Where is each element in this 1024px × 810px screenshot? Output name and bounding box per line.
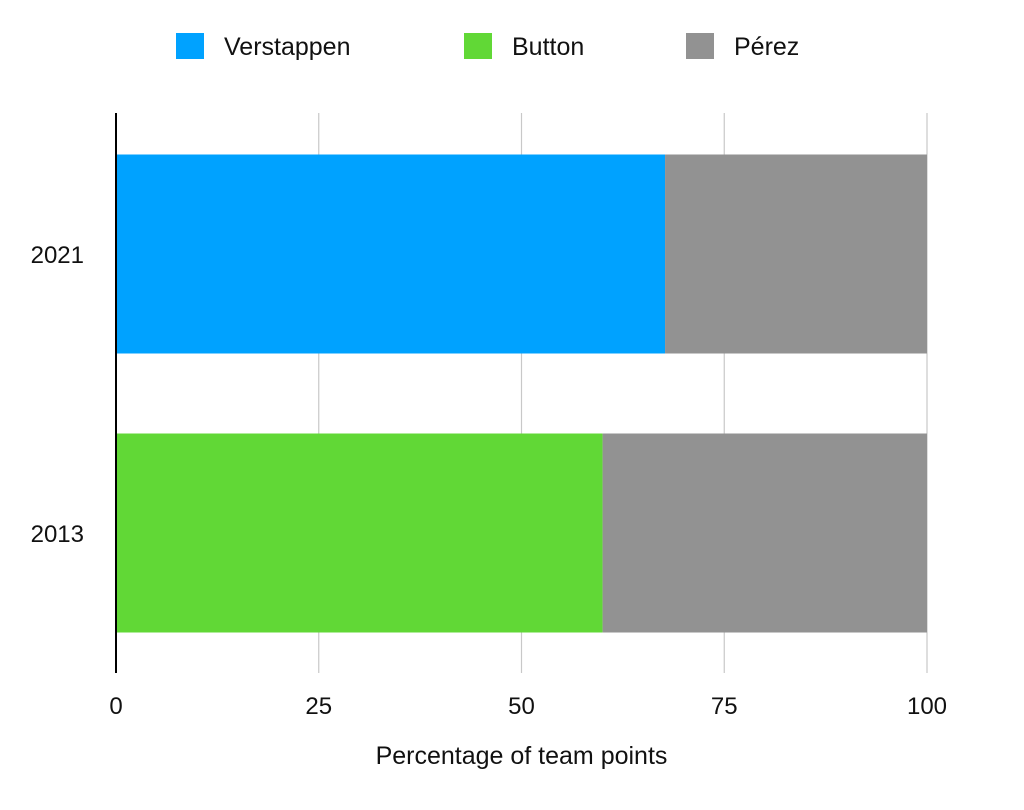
x-axis-title: Percentage of team points [376, 742, 668, 770]
x-tick-label-50: 50 [508, 693, 535, 720]
x-tick-label-75: 75 [711, 693, 738, 720]
x-tick-labels: 0 25 50 75 100 [109, 693, 947, 720]
bar-2013-button [116, 433, 603, 633]
legend-label-p-rez: Pérez [734, 33, 799, 61]
legend-label-verstappen: Verstappen [224, 33, 351, 61]
bar-2013-p-rez [602, 433, 927, 633]
legend-item-verstappen: Verstappen [176, 33, 351, 61]
x-tick-label-25: 25 [305, 693, 332, 720]
x-tick-label-0: 0 [109, 693, 122, 720]
legend: Verstappen Button Pérez [176, 33, 799, 61]
legend-label-button: Button [512, 33, 584, 61]
bar-2021-p-rez [665, 154, 927, 354]
legend-swatch-button [464, 33, 492, 59]
legend-swatch-p-rez [686, 33, 714, 59]
bars [116, 154, 927, 633]
bar-2021-verstappen [116, 154, 666, 354]
x-tick-label-100: 100 [907, 693, 947, 720]
category-labels: 2021 2013 [31, 242, 84, 548]
legend-item-p-rez: Pérez [686, 33, 799, 61]
legend-swatch-verstappen [176, 33, 204, 59]
category-label-2013: 2013 [31, 521, 84, 548]
legend-item-button: Button [464, 33, 584, 61]
category-label-2021: 2021 [31, 242, 84, 269]
